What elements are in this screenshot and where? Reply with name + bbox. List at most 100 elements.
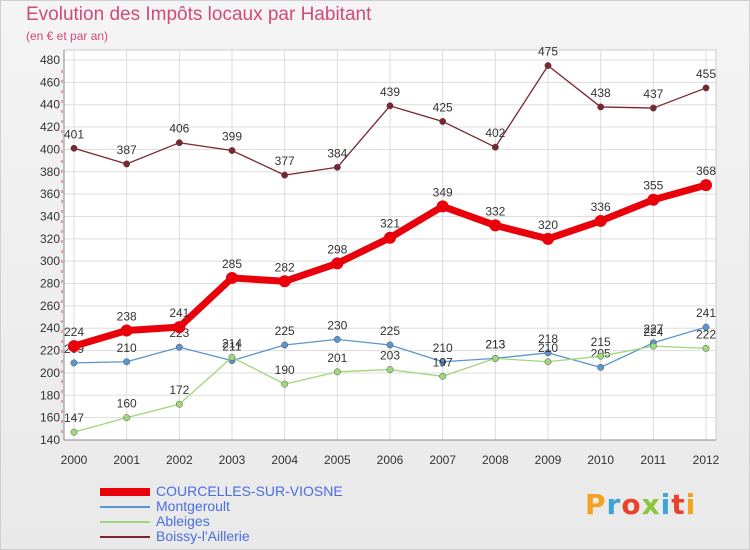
- data-point: [439, 358, 447, 366]
- data-point: [597, 352, 605, 360]
- data-point: [281, 341, 289, 349]
- legend-label: COURCELLES-SUR-VIOSNE: [156, 483, 343, 499]
- data-label: 406: [169, 122, 189, 136]
- y-tick-label: 220: [40, 344, 60, 358]
- data-point: [386, 366, 394, 374]
- data-point: [647, 193, 660, 206]
- legend-swatch: [100, 521, 150, 523]
- data-point: [649, 104, 657, 112]
- data-label: 384: [327, 146, 347, 160]
- data-label: 222: [696, 327, 716, 341]
- data-label: 210: [538, 341, 558, 355]
- data-point: [70, 144, 78, 152]
- data-point: [491, 143, 499, 151]
- logo-letter: i: [660, 488, 672, 521]
- data-label: 227: [643, 322, 663, 336]
- data-label: 439: [380, 85, 400, 99]
- data-label: 225: [380, 324, 400, 338]
- x-tick-label: 2005: [324, 453, 351, 467]
- data-point: [544, 358, 552, 366]
- data-point: [700, 179, 712, 192]
- data-label: 210: [117, 341, 137, 355]
- y-tick-label: 320: [40, 232, 60, 246]
- data-label: 336: [591, 200, 611, 214]
- x-tick-label: 2003: [219, 453, 246, 467]
- data-label: 172: [169, 383, 189, 397]
- data-label: 425: [433, 100, 453, 114]
- data-point: [702, 344, 710, 352]
- data-label: 437: [643, 87, 663, 101]
- data-label: 399: [222, 130, 242, 144]
- data-label: 298: [327, 242, 347, 256]
- data-label: 282: [275, 260, 295, 274]
- data-point: [544, 62, 552, 70]
- data-point: [175, 139, 183, 147]
- data-point: [702, 323, 710, 331]
- x-tick-label: 2000: [61, 453, 88, 467]
- legend-swatch: [100, 536, 150, 538]
- logo-letter: r: [606, 488, 622, 521]
- y-tick-label: 420: [40, 120, 60, 134]
- data-label: 332: [485, 204, 505, 218]
- data-point: [331, 257, 344, 270]
- legend-swatch: [100, 488, 150, 496]
- data-label: 213: [485, 337, 505, 351]
- data-label: 320: [538, 218, 558, 232]
- y-tick-label: 180: [40, 388, 60, 402]
- data-label: 438: [591, 86, 611, 100]
- legend-swatch: [100, 506, 150, 508]
- data-label: 241: [696, 306, 716, 320]
- y-tick-label: 240: [40, 321, 60, 335]
- data-point: [386, 102, 394, 110]
- y-tick-label: 280: [40, 277, 60, 291]
- data-point: [436, 200, 449, 213]
- data-point: [386, 341, 394, 349]
- data-point: [439, 118, 447, 125]
- x-tick-label: 2001: [113, 453, 140, 467]
- legend-label: Montgeroult: [156, 498, 230, 514]
- data-label: 475: [538, 45, 558, 59]
- data-label: 215: [591, 335, 611, 349]
- logo-letter: P: [585, 488, 607, 521]
- data-point: [384, 231, 396, 244]
- data-point: [120, 324, 133, 337]
- data-point: [123, 160, 131, 168]
- data-label: 355: [643, 179, 663, 193]
- data-point: [542, 232, 554, 245]
- data-label: 230: [327, 318, 347, 332]
- data-label: 387: [117, 143, 137, 157]
- logo-letter: x: [641, 488, 661, 521]
- logo-letter: i: [685, 488, 697, 521]
- data-label: 224: [643, 325, 663, 339]
- x-tick-label: 2007: [429, 453, 456, 467]
- y-tick-label: 300: [40, 254, 60, 268]
- x-tick-label: 2011: [640, 453, 666, 467]
- data-label: 401: [64, 127, 84, 141]
- x-tick-label: 2004: [271, 453, 298, 467]
- legend-label: Boissy-l'Aillerie: [156, 528, 250, 544]
- data-point: [175, 343, 183, 351]
- data-point: [491, 354, 499, 362]
- data-point: [333, 163, 341, 171]
- data-label: 238: [117, 309, 137, 323]
- data-label: 214: [222, 336, 242, 350]
- data-label: 213: [485, 337, 505, 351]
- data-label: 225: [275, 324, 295, 338]
- data-point: [70, 428, 78, 436]
- x-tick-label: 2008: [482, 453, 509, 467]
- x-tick-label: 2012: [693, 453, 720, 467]
- data-label: 197: [433, 355, 453, 369]
- data-label: 201: [327, 351, 347, 365]
- y-tick-label: 460: [40, 75, 60, 89]
- y-tick-label: 480: [40, 53, 60, 67]
- data-point: [281, 380, 289, 388]
- data-label: 285: [222, 257, 242, 271]
- y-tick-label: 340: [40, 209, 60, 223]
- data-point: [649, 342, 657, 350]
- chart-subtitle: (en € et par an): [26, 29, 109, 43]
- data-point: [702, 84, 710, 92]
- data-label: 349: [433, 185, 453, 199]
- x-tick-label: 2010: [587, 453, 614, 467]
- data-label: 218: [538, 332, 558, 346]
